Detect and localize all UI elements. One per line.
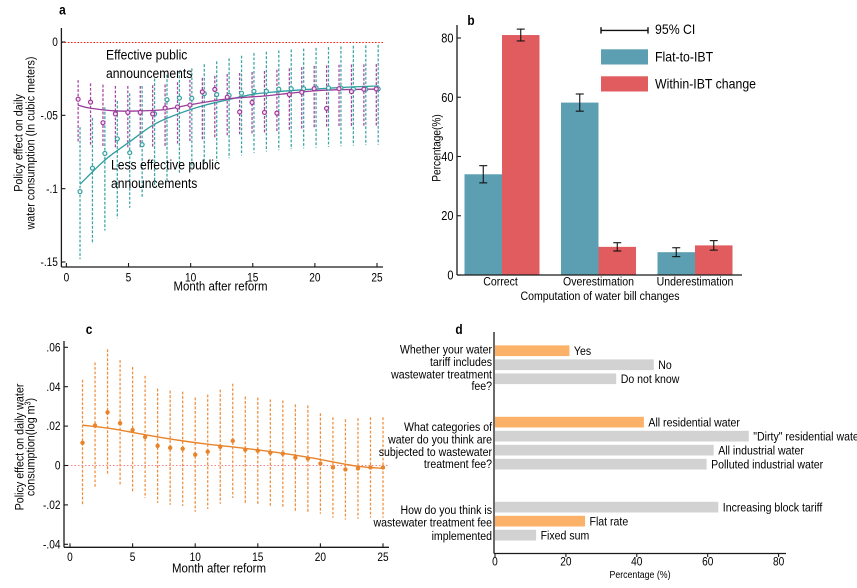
svg-text:80: 80 xyxy=(773,556,784,569)
svg-text:water consumption (In cubic me: water consumption (In cubic meters) xyxy=(25,56,38,230)
svg-text:-.05: -.05 xyxy=(40,110,57,123)
svg-text:.02: .02 xyxy=(46,421,60,434)
svg-text:subjected to wastewater: subjected to wastewater xyxy=(379,447,492,460)
svg-text:implemented: implemented xyxy=(432,530,492,543)
svg-text:fee?: fee? xyxy=(471,380,492,393)
svg-text:d: d xyxy=(455,321,462,337)
svg-text:5: 5 xyxy=(130,551,136,564)
svg-text:40: 40 xyxy=(631,556,642,569)
svg-text:-.15: -.15 xyxy=(40,257,57,270)
svg-text:10: 10 xyxy=(190,551,201,564)
svg-text:All residential water: All residential water xyxy=(648,417,740,430)
svg-text:What categories of: What categories of xyxy=(404,421,493,434)
svg-text:95% CI: 95% CI xyxy=(655,21,695,37)
svg-text:Effective public: Effective public xyxy=(106,47,188,63)
svg-text:Month after reform: Month after reform xyxy=(173,279,267,294)
svg-text:How do you think is: How do you think is xyxy=(400,505,492,518)
svg-text:0: 0 xyxy=(55,460,61,473)
svg-text:Computation of water bill chan: Computation of water bill changes xyxy=(520,290,679,303)
svg-text:Less effective public: Less effective public xyxy=(111,157,220,173)
svg-text:0: 0 xyxy=(64,272,70,285)
svg-text:consumption(log m3): consumption(log m3) xyxy=(23,398,38,496)
svg-text:"Dirty" residential water: "Dirty" residential water xyxy=(753,431,857,444)
svg-text:20: 20 xyxy=(309,272,320,285)
svg-text:c: c xyxy=(86,321,93,337)
svg-text:0: 0 xyxy=(492,556,498,569)
svg-text:Policy effect on daily: Policy effect on daily xyxy=(13,94,26,192)
svg-text:Increasing block tariff: Increasing block tariff xyxy=(723,502,823,515)
svg-text:Yes: Yes xyxy=(574,346,592,359)
svg-text:Correct: Correct xyxy=(483,276,518,289)
svg-text:0: 0 xyxy=(447,269,454,283)
svg-text:5: 5 xyxy=(126,272,132,285)
svg-text:.06: .06 xyxy=(46,342,60,355)
svg-text:No: No xyxy=(658,360,672,373)
svg-text:treatment fee?: treatment fee? xyxy=(424,459,492,472)
svg-text:Whether your water: Whether your water xyxy=(400,344,492,357)
svg-text:0: 0 xyxy=(67,551,73,564)
svg-text:b: b xyxy=(467,12,474,28)
svg-text:tariff includes: tariff includes xyxy=(430,356,492,369)
svg-text:Month after reform: Month after reform xyxy=(172,561,266,576)
svg-text:10: 10 xyxy=(185,272,196,285)
svg-text:Fixed sum: Fixed sum xyxy=(541,530,590,543)
svg-text:wastewater treatment fee: wastewater treatment fee xyxy=(373,517,492,530)
svg-text:20: 20 xyxy=(560,556,571,569)
svg-text:water do you think are: water do you think are xyxy=(387,434,492,447)
svg-text:Within-IBT change: Within-IBT change xyxy=(655,76,756,92)
svg-text:60: 60 xyxy=(441,91,454,105)
svg-text:announcements: announcements xyxy=(111,175,198,191)
svg-text:0: 0 xyxy=(52,37,58,50)
svg-text:a: a xyxy=(59,2,66,18)
svg-text:Underestimation: Underestimation xyxy=(657,276,734,289)
svg-text:announcements: announcements xyxy=(106,65,193,81)
svg-text:-.1: -.1 xyxy=(46,183,58,196)
svg-text:Percentage (%): Percentage (%) xyxy=(609,568,670,580)
svg-text:.04: .04 xyxy=(46,381,60,394)
svg-text:15: 15 xyxy=(247,272,258,285)
svg-text:Percentage(%): Percentage(%) xyxy=(431,114,444,181)
svg-text:Overestimation: Overestimation xyxy=(563,276,634,289)
svg-text:20: 20 xyxy=(315,551,326,564)
svg-text:60: 60 xyxy=(702,556,713,569)
svg-text:Policy effect on daily water: Policy effect on daily water xyxy=(14,383,27,510)
svg-text:Flat-to-IBT: Flat-to-IBT xyxy=(655,49,713,65)
svg-text:-.02: -.02 xyxy=(43,499,60,512)
svg-text:Flat rate: Flat rate xyxy=(590,516,629,529)
svg-text:20: 20 xyxy=(441,210,454,224)
svg-text:-.04: -.04 xyxy=(43,539,60,552)
svg-text:25: 25 xyxy=(371,272,382,285)
svg-text:Do not know: Do not know xyxy=(621,374,680,387)
svg-text:15: 15 xyxy=(252,551,263,564)
svg-text:25: 25 xyxy=(377,551,388,564)
svg-text:All industrial water: All industrial water xyxy=(718,445,804,458)
svg-text:wastewater treatment: wastewater treatment xyxy=(390,369,493,382)
svg-text:40: 40 xyxy=(441,150,454,164)
svg-text:80: 80 xyxy=(441,32,454,46)
svg-text:Polluted industrial water: Polluted industrial water xyxy=(711,459,823,472)
